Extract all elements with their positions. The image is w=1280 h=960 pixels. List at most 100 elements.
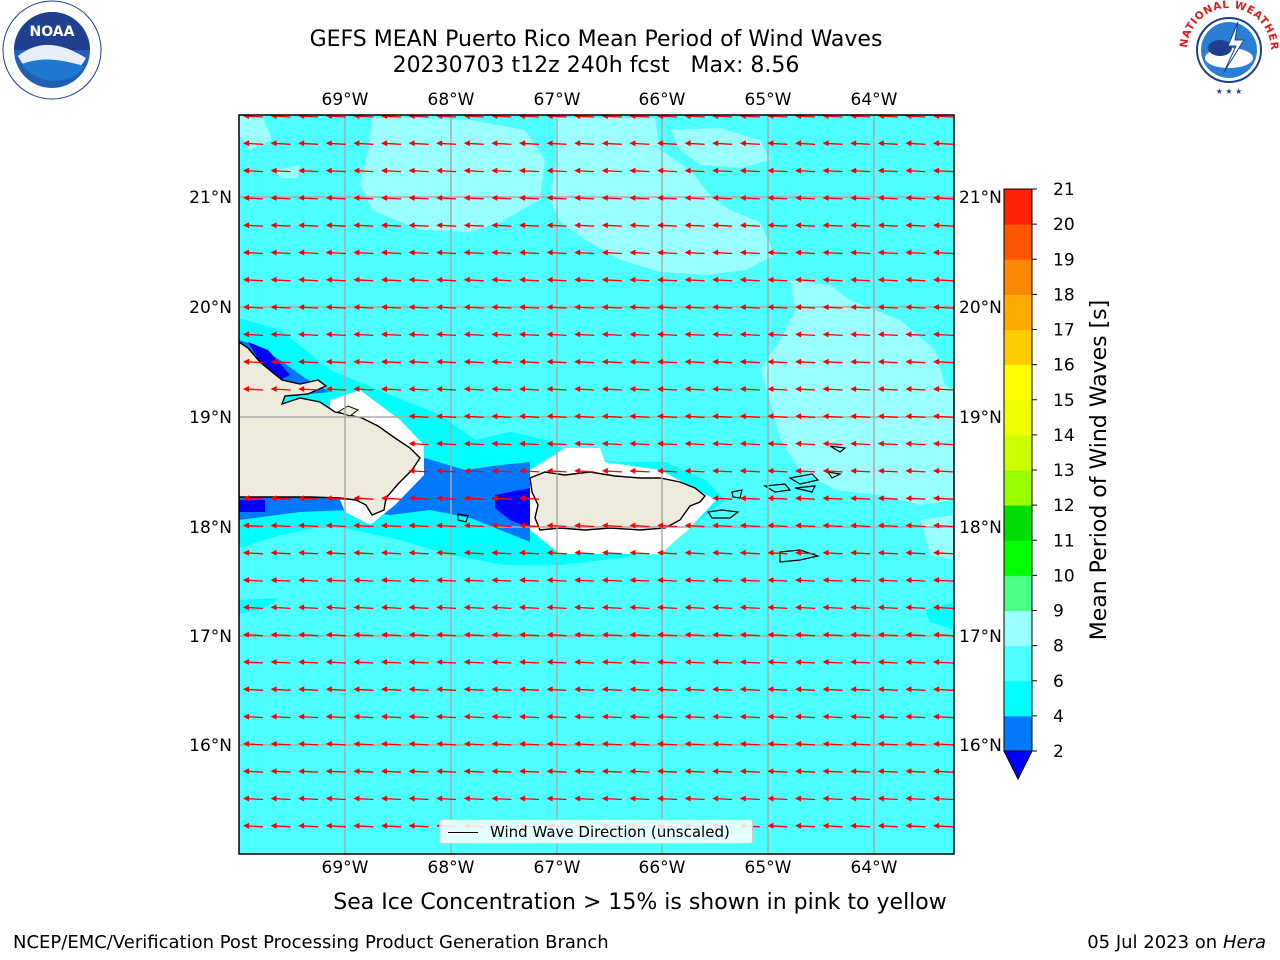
small-island	[457, 513, 469, 523]
wave-arrow	[546, 577, 567, 584]
wave-arrow	[243, 115, 264, 119]
wave-arrow	[850, 304, 871, 311]
wave-arrow	[601, 140, 622, 147]
wave-arrow	[712, 549, 733, 556]
wave-arrow	[629, 604, 650, 611]
wave-arrow	[795, 768, 816, 775]
wave-arrow	[933, 495, 954, 502]
wave-arrow	[822, 604, 843, 611]
colorbar-bin	[1004, 610, 1032, 647]
wave-arrow	[905, 822, 926, 829]
wave-arrow	[739, 768, 760, 775]
wave-arrow	[519, 522, 540, 529]
footer-date: 05 Jul 2023 on Hera	[1087, 932, 1266, 953]
wave-arrow	[739, 167, 760, 174]
wave-arrow	[712, 495, 733, 502]
colorbar-tick-label: 15	[1053, 391, 1075, 411]
wave-arrow	[601, 740, 622, 747]
wave-arrow	[712, 194, 733, 201]
wave-arrow	[684, 740, 705, 747]
wave-arrow	[270, 631, 291, 638]
wave-arrow	[574, 413, 595, 420]
wave-arrow	[629, 577, 650, 584]
wave-arrow	[574, 115, 595, 119]
wave-arrow	[767, 194, 788, 201]
wave-arrow	[408, 795, 429, 802]
wave-arrow	[601, 549, 622, 556]
wave-arrow	[684, 467, 705, 474]
wave-arrow	[822, 713, 843, 720]
wave-arrow	[519, 686, 540, 693]
wave-arrow	[601, 194, 622, 201]
wave-arrow	[408, 115, 429, 119]
wave-arrow	[491, 194, 512, 201]
wave-arrow	[408, 713, 429, 720]
wave-arrow	[601, 249, 622, 256]
wave-arrow	[463, 768, 484, 775]
wave-arrow	[850, 631, 871, 638]
wave-arrow	[601, 167, 622, 174]
wave-arrow	[767, 304, 788, 311]
wave-arrow	[463, 304, 484, 311]
wave-arrow	[684, 115, 705, 119]
wave-arrow	[767, 140, 788, 147]
wave-arrow	[519, 795, 540, 802]
wave-arrow	[381, 822, 402, 829]
wave-arrow	[325, 115, 346, 119]
wave-arrow	[298, 740, 319, 747]
wave-arrow	[657, 795, 678, 802]
wave-arrow	[298, 276, 319, 283]
wave-arrow	[408, 440, 429, 447]
wave-arrow	[877, 358, 898, 365]
wave-arrow	[270, 495, 291, 502]
wave-arrow	[933, 167, 954, 174]
wave-arrow	[574, 659, 595, 665]
wave-arrow	[739, 115, 760, 119]
wave-arrow	[243, 167, 264, 174]
wave-arrow	[243, 222, 264, 229]
wave-arrow	[519, 167, 540, 174]
wave-arrow	[629, 140, 650, 147]
wave-arrow	[601, 659, 622, 665]
wave-arrow	[546, 358, 567, 365]
wave-arrow	[933, 822, 954, 829]
wave-arrow	[712, 713, 733, 720]
wave-arrow	[684, 795, 705, 802]
wave-arrow	[463, 795, 484, 802]
period-8-9-region	[760, 280, 954, 505]
wave-arrow	[463, 276, 484, 283]
map-subtitle: 20230703 t12z 240h fcst Max: 8.56	[392, 53, 800, 78]
wave-arrow	[739, 659, 760, 665]
wave-arrow	[574, 522, 595, 529]
wave-arrow	[822, 549, 843, 556]
wave-arrow	[822, 222, 843, 229]
wave-arrow	[877, 222, 898, 229]
wave-arrow	[822, 495, 843, 502]
colorbar-tick-label: 12	[1053, 496, 1075, 516]
wave-arrow	[684, 604, 705, 611]
wave-arrow	[491, 522, 512, 529]
wave-arrow	[353, 795, 374, 802]
wave-arrow	[905, 631, 926, 638]
wave-arrow	[574, 358, 595, 365]
wave-arrow	[739, 276, 760, 283]
colorbar-bin	[1004, 189, 1032, 225]
colorbar-tick-label: 18	[1053, 285, 1075, 305]
wave-arrow	[436, 549, 457, 556]
wave-arrow	[850, 795, 871, 802]
wave-arrow	[601, 522, 622, 529]
wave-arrow	[463, 140, 484, 147]
wave-arrow	[325, 549, 346, 556]
wave-arrow	[850, 686, 871, 693]
wave-arrow	[436, 495, 457, 502]
wave-arrow	[684, 276, 705, 283]
wave-arrow	[546, 276, 567, 283]
wave-arrow	[298, 659, 319, 665]
wave-arrow	[491, 249, 512, 256]
wave-arrow	[381, 740, 402, 747]
wave-arrow	[574, 604, 595, 611]
wave-arrow	[325, 522, 346, 529]
svg-text:★ ★ ★: ★ ★ ★	[1216, 87, 1243, 96]
wave-arrow	[436, 167, 457, 174]
wave-arrow	[381, 713, 402, 720]
